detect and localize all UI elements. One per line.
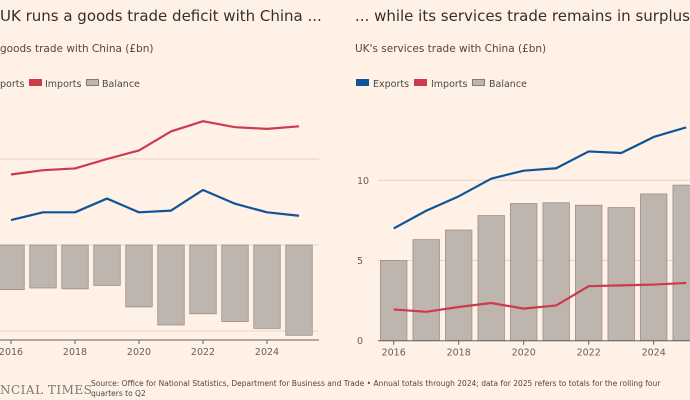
source-note-continued: quarters to Q2 [91,389,146,398]
imports-line [393,281,687,313]
balance-bar [672,184,690,342]
source-note: Source: Office for National Statistics, … [91,379,661,388]
balance-bar [445,229,473,342]
chart-title: UK runs a goods trade deficit with China… [0,7,322,25]
exports-line [10,188,300,222]
goods-trade-chart: UK runs a goods trade deficit with China… [0,7,322,358]
x-tick-label: 2020 [127,347,151,358]
balance-bar [575,204,603,342]
imports-line [10,120,300,176]
balance-bar [510,203,538,342]
legend-exports-label: ports [0,79,24,90]
balance-bar [412,239,440,342]
legend-balance-swatch [472,79,485,86]
x-tick-label: 2024 [642,348,666,359]
balance-bar [380,260,408,342]
balance-bar [93,244,121,286]
balance-bar [0,244,25,291]
x-tick-label: 2018 [447,348,471,359]
services-trade-chart: ... while its services trade remains in … [355,7,690,359]
chart-subtitle: UK's services trade with China (£bn) [355,43,546,55]
y-tick-label: 0 [357,336,363,347]
balance-bar [640,193,668,342]
x-tick-label: 2016 [382,348,406,359]
legend-imports-label: Imports [45,79,82,90]
y-tick-label: 5 [357,256,363,267]
balance-bar [125,244,153,308]
legend-imports-label: Imports [431,79,468,90]
x-tick-label: 2024 [255,347,279,358]
legend-exports-label: Exports [373,79,409,90]
exports-line [393,126,687,230]
legend-exports-swatch [356,79,369,86]
x-tick-label: 2016 [0,347,23,358]
balance-bar [607,207,635,342]
balance-bar [189,244,217,315]
y-tick-label: 10 [357,176,369,187]
chart-subtitle: goods trade with China (£bn) [0,43,153,55]
legend-balance-label: Balance [102,79,140,90]
x-tick-label: 2022 [191,347,215,358]
legend-balance-swatch [86,79,99,86]
legend: ports Imports Balance [0,79,140,90]
x-tick-label: 2018 [63,347,87,358]
balance-bar [29,244,57,289]
balance-bar [477,215,505,342]
balance-bar [542,202,570,342]
legend-balance-label: Balance [489,79,527,90]
ft-logo: NCIAL TIMES [0,383,92,397]
balance-bar [61,244,89,290]
chart-title: ... while its services trade remains in … [355,7,690,25]
x-tick-label: 2020 [512,348,536,359]
balance-bar [157,244,185,326]
balance-bar [285,244,313,336]
legend: Exports Imports Balance [356,79,527,90]
legend-imports-swatch [414,79,427,86]
x-tick-label: 2022 [577,348,601,359]
balance-bar [253,244,281,329]
balance-bar [221,244,249,322]
legend-imports-swatch [29,79,42,86]
